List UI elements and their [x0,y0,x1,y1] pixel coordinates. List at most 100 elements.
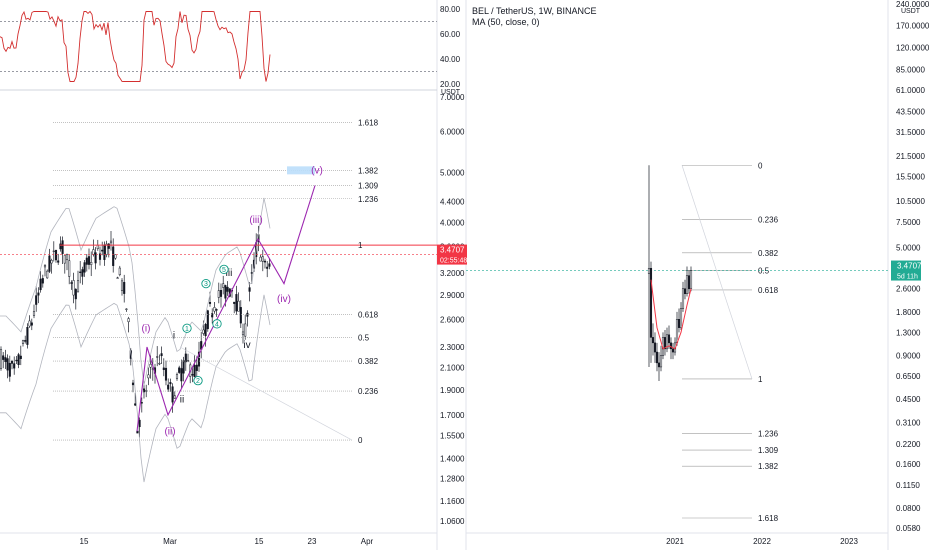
candle-body [235,294,238,312]
candle-body [259,256,262,262]
candle-body [96,245,99,249]
candle-body [175,374,179,379]
candle-body [28,320,31,327]
candle-body [10,360,14,364]
candle-body [244,323,247,337]
candle-body [206,310,209,330]
right-countdown: 5d 11h [897,274,918,281]
fib-level-label: 0.618 [358,310,379,319]
candle-body [215,309,218,311]
fib-trend-line [179,346,353,441]
left-candles [0,225,271,438]
ma-50-line [650,279,692,350]
right-candles [647,165,693,381]
wave-label-major: (i) [142,323,151,334]
lower-band-line [0,294,271,483]
left-price-axis-tick-label: 2.6000 [440,315,465,324]
right-price-axis-tick-label: 0.1150 [896,481,920,490]
weekly-candle-body [685,275,689,295]
right-chart-indicator: MA (50, close, 0) [472,17,540,27]
wave-label-circled: 1 [185,326,189,333]
weekly-candle-body [677,319,681,328]
wave-label-circle [219,264,229,274]
rsi-pane [0,10,437,82]
rsi-axis-tick-label: 80.00 [440,5,461,14]
candle-body [169,382,172,385]
fib-level-label: 0.236 [358,387,379,396]
candle-body [109,240,113,244]
right-fib-level-label: 0.5 [758,267,770,276]
wave-label-major: (iii) [249,215,262,226]
candle-body [195,364,198,371]
candle-body [224,285,227,299]
right-fib-level-label: 1.618 [758,514,779,523]
right-price-axis-tick-label: 10.5000 [896,197,925,206]
fib-level-label: 1.382 [358,166,379,175]
wave-label-minor: i [173,331,175,342]
wave-label-circle [212,319,222,329]
candle-body [248,287,251,292]
fib-level-label: 0 [358,436,363,445]
left-price-axis-tick-label: 2.3000 [440,343,465,352]
wave-label-minor: iv [243,340,250,351]
candle-body [162,367,165,371]
wave-label-circle [182,323,192,333]
right-price-axis-tick-label: 31.5000 [896,128,925,137]
right-price-axis-tick-label: 0.6500 [896,372,921,381]
weekly-candle-body [689,270,693,289]
weekly-candle-body [679,308,683,328]
candle-body [114,254,117,259]
candle-body [167,384,170,390]
wave-label-major: (iv) [277,294,291,305]
left-countdown: 02:55:48 [440,258,467,265]
weekly-candle-body [659,355,663,368]
candle-body [48,255,51,272]
wave-label-major: (v) [311,165,323,176]
candle-body [178,367,181,373]
candle-body [158,363,161,365]
candle-body [65,253,69,261]
candle-body [241,331,245,336]
right-price-axis-tick-label: 0.1600 [896,460,921,469]
candle-body [46,270,49,279]
left-current-price-tag [437,244,467,265]
weekly-candle-body [647,267,651,274]
rsi-axis-tick-label: 40.00 [440,55,461,64]
left-time-axis-label: 15 [255,537,264,546]
candle-body [13,363,16,369]
candle-body [239,307,242,324]
candle-body [125,308,128,310]
candle-body [184,353,187,363]
right-current-price-tag [891,260,921,281]
candle-body [237,300,240,312]
right-fib-level-label: 0.618 [758,286,779,295]
candle-body [120,280,124,291]
candle-body [134,403,137,406]
right-fib-level-label: 1.309 [758,446,779,455]
left-axes: 80.00 60.00 40.00 20.00 7.0000 6.0000 5.0000 4.… [80,5,468,546]
right-current-price-value: 3.4707 [897,262,922,271]
candle-body [219,290,223,297]
candle-body [17,354,20,365]
candle-body [246,312,249,317]
candle-body [116,277,119,279]
candle-body [35,295,38,305]
candle-body [70,282,73,284]
candle-body [204,324,207,337]
candle-body [103,244,106,260]
fib-level-label: 1.618 [358,118,379,127]
left-price-axis-tick-label: 4.0000 [440,219,465,228]
candle-body [19,355,22,359]
candle-body [173,395,176,399]
right-axes: 240.0000 170.0000 120.0000 85.0000 61.0000 43… [666,0,930,546]
right-price-axis-tick-label: 21.5000 [896,152,925,161]
candle-body [226,286,229,292]
candle-body [105,243,108,255]
candle-body [123,282,126,294]
weekly-candle-body [665,334,669,350]
candle-body [180,368,183,382]
rsi-axis-tick-label: 60.00 [440,30,461,39]
candle-body [41,278,44,284]
candle-body [87,256,91,265]
